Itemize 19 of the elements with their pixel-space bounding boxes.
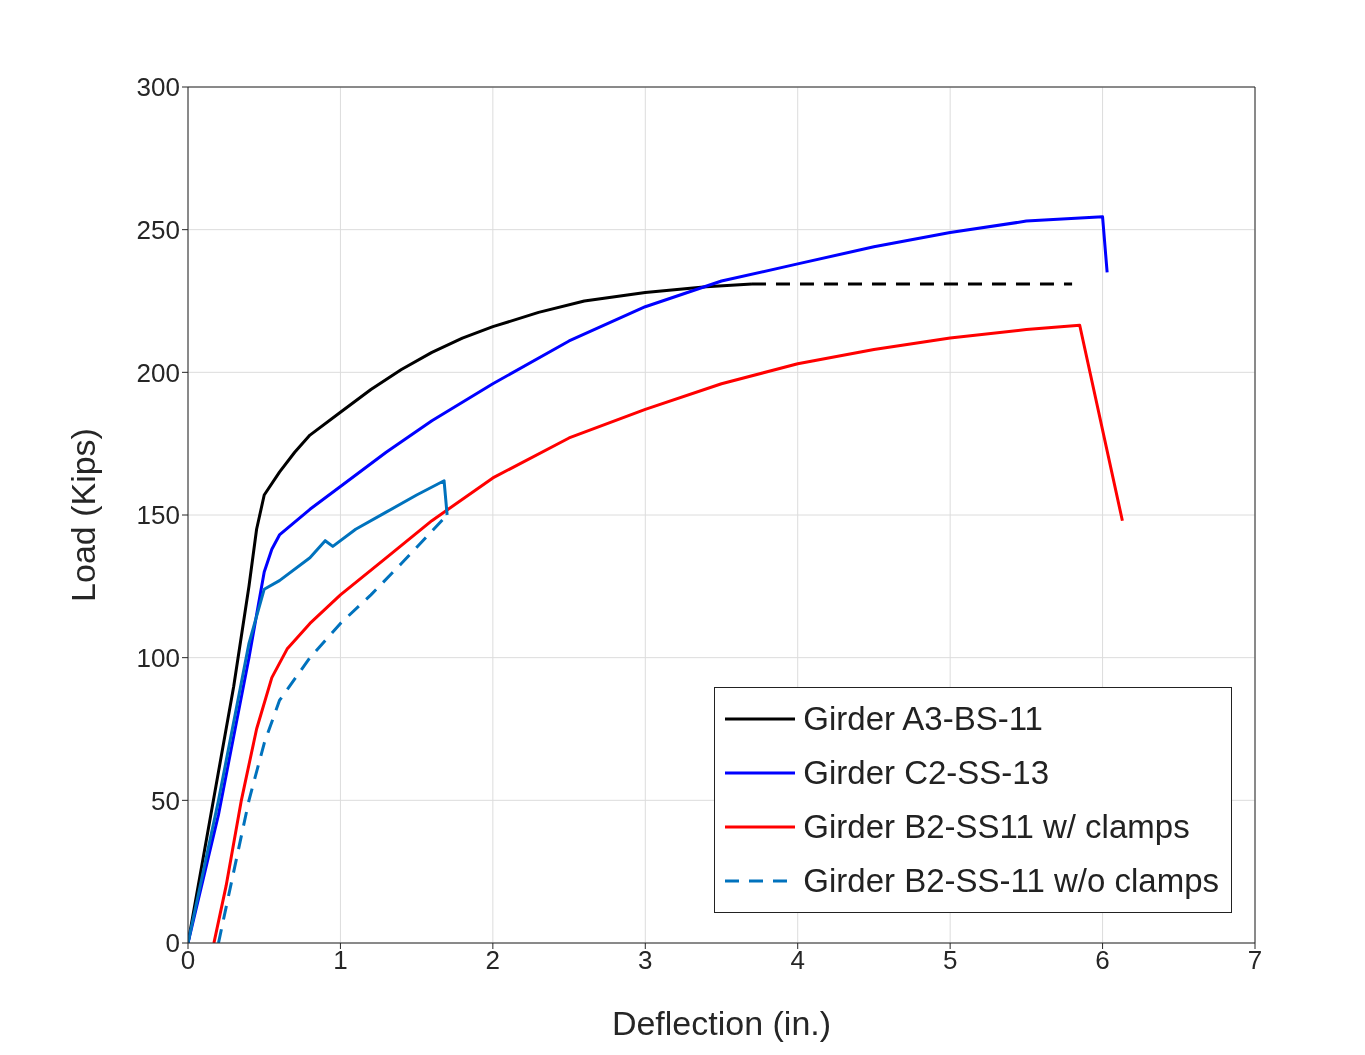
y-tick-label: 200: [136, 357, 180, 388]
x-tick-label: 1: [333, 945, 348, 976]
legend-label: Girder B2-SS11 w/ clamps: [803, 808, 1190, 846]
x-tick-label: 6: [1095, 945, 1110, 976]
x-tick-label: 3: [638, 945, 653, 976]
x-tick-label: 5: [942, 945, 958, 976]
y-tick-label: 150: [136, 500, 180, 531]
x-tick-label: 4: [790, 945, 805, 976]
y-axis-title: Load (Kips): [64, 428, 103, 602]
x-tick-label: 2: [485, 945, 501, 976]
y-tick-label: 250: [136, 214, 180, 245]
y-tick-label: 50: [151, 785, 180, 816]
x-tick-label: 7: [1247, 945, 1263, 976]
y-tick-label: 100: [136, 642, 180, 673]
x-axis-title: Deflection (in.): [611, 1004, 832, 1042]
y-tick-label: 300: [136, 72, 180, 103]
legend-label: Girder A3-BS-11: [803, 700, 1043, 738]
legend-label: Girder C2-SS-13: [803, 754, 1050, 792]
legend-label: Girder B2-SS-11 w/o clamps: [803, 862, 1219, 900]
